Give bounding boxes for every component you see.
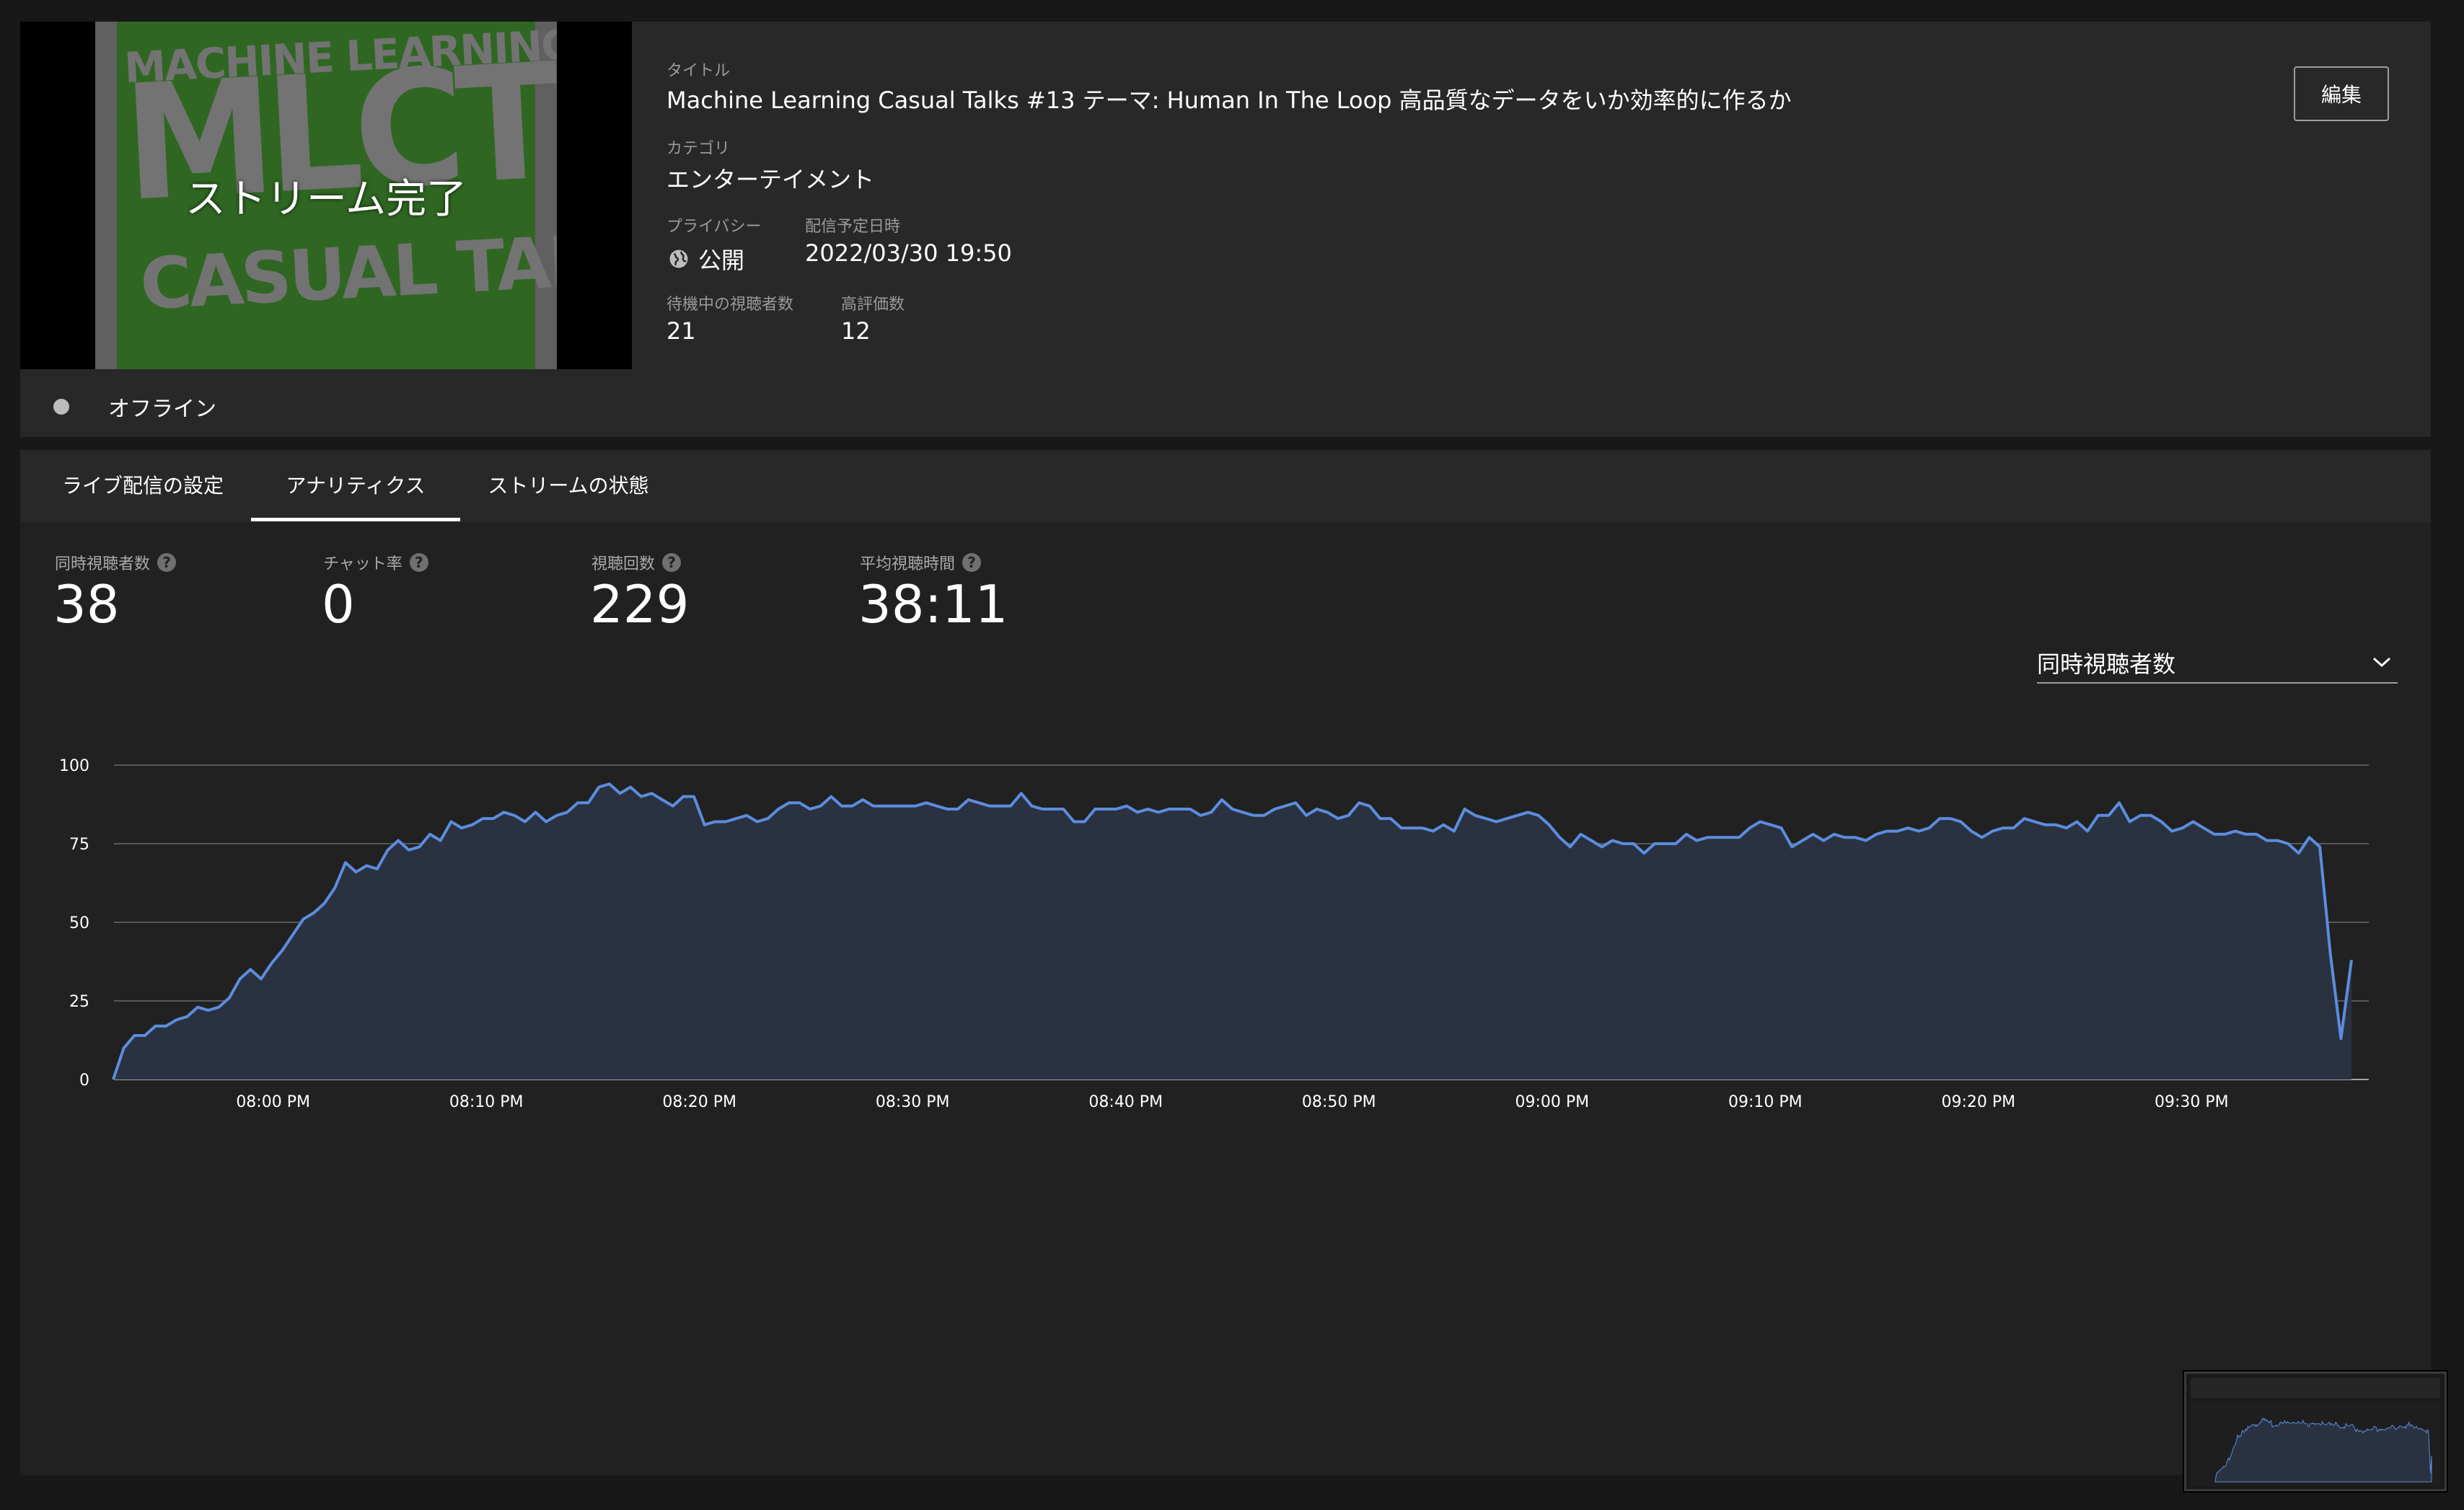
concurrent-viewers-value: 38 xyxy=(53,574,120,635)
title-label: タイトル xyxy=(666,62,731,80)
privacy-label: プライバシー xyxy=(666,218,762,236)
stream-category: エンターテイメント xyxy=(666,166,875,193)
help-icon[interactable]: ? xyxy=(962,553,982,572)
scheduled-value: 2022/03/30 19:50 xyxy=(805,239,1012,267)
x-tick-label: 08:10 PM xyxy=(449,1093,524,1111)
stream-thumbnail[interactable]: MACHINE LEARNING MLCT CASUAL TALK ストリーム完… xyxy=(20,22,632,369)
scheduled-label: 配信予定日時 xyxy=(805,218,901,236)
x-tick-label: 09:30 PM xyxy=(2155,1093,2229,1111)
avg-watch-time-value: 38:11 xyxy=(858,574,1008,635)
chevron-down-icon xyxy=(2372,657,2391,668)
views-value: 229 xyxy=(590,574,690,635)
active-tab-indicator xyxy=(251,518,460,521)
y-tick-label: 100 xyxy=(59,757,89,775)
waiting-viewers-label: 待機中の視聴者数 xyxy=(666,296,794,314)
y-tick-label: 75 xyxy=(69,836,89,854)
help-icon[interactable]: ? xyxy=(157,553,177,572)
tab-stream-health[interactable]: ストリームの状態 xyxy=(488,474,649,498)
help-icon[interactable]: ? xyxy=(409,553,428,572)
x-tick-label: 09:10 PM xyxy=(1728,1093,1803,1111)
x-tick-label: 08:50 PM xyxy=(1302,1093,1376,1111)
views-label: 視聴回数? xyxy=(591,551,682,574)
stream-info-panel: MACHINE LEARNING MLCT CASUAL TALK ストリーム完… xyxy=(20,22,2431,437)
globe-icon xyxy=(669,250,688,268)
category-label: カテゴリ xyxy=(666,140,731,158)
metric-dropdown-value: 同時視聴者数 xyxy=(2037,650,2176,678)
x-tick-label: 09:00 PM xyxy=(1515,1093,1589,1111)
help-icon[interactable]: ? xyxy=(662,553,682,572)
stream-title: Machine Learning Casual Talks #13 テーマ: H… xyxy=(666,87,1792,114)
chart-series-line xyxy=(112,782,2353,1080)
status-dot-icon xyxy=(53,399,69,415)
y-tick-label: 25 xyxy=(69,993,89,1011)
y-tick-label: 50 xyxy=(69,914,89,932)
x-tick-label: 08:20 PM xyxy=(662,1093,736,1111)
connection-status: オフライン xyxy=(53,391,216,423)
analytics-panel: ライブ配信の設定 アナリティクス ストリームの状態 同時視聴者数? 38 チャッ… xyxy=(20,450,2431,1475)
waiting-viewers-value: 21 xyxy=(666,317,696,345)
likes-value: 12 xyxy=(841,317,871,345)
concurrent-viewers-label: 同時視聴者数? xyxy=(55,551,177,574)
tab-analytics[interactable]: アナリティクス xyxy=(286,474,426,498)
metric-dropdown[interactable]: 同時視聴者数 xyxy=(2037,639,2398,684)
privacy-value: 公開 xyxy=(698,247,745,274)
x-tick-label: 08:40 PM xyxy=(1088,1093,1163,1111)
chat-rate-label: チャット率? xyxy=(323,551,428,574)
likes-label: 高評価数 xyxy=(841,296,905,314)
connection-status-label: オフライン xyxy=(108,397,216,422)
chart-area-fill xyxy=(113,784,2351,1079)
tab-live-settings[interactable]: ライブ配信の設定 xyxy=(61,474,224,498)
x-tick-label: 08:00 PM xyxy=(236,1093,310,1111)
tab-bar: ライブ配信の設定 アナリティクス ストリームの状態 xyxy=(20,450,2431,522)
minimap-preview xyxy=(2191,1378,2440,1486)
avg-watch-time-label: 平均視聴時間? xyxy=(860,551,982,574)
y-tick-label: 0 xyxy=(79,1072,89,1090)
concurrent-viewers-chart: 0 25 50 75 100 08:00 PM 08:10 PM 08:20 PM 08:30… xyxy=(59,757,2369,1111)
edit-button[interactable]: 編集 xyxy=(2294,66,2389,121)
thumbnail-image: MACHINE LEARNING MLCT CASUAL TALK xyxy=(95,22,557,369)
page-minimap[interactable] xyxy=(2183,1370,2448,1493)
thumbnail-status-text: ストリーム完了 xyxy=(185,175,467,223)
thumbnail-dim-overlay xyxy=(95,22,557,369)
chat-rate-value: 0 xyxy=(322,574,355,635)
x-tick-label: 08:30 PM xyxy=(876,1093,950,1111)
x-tick-label: 09:20 PM xyxy=(1942,1093,2016,1111)
